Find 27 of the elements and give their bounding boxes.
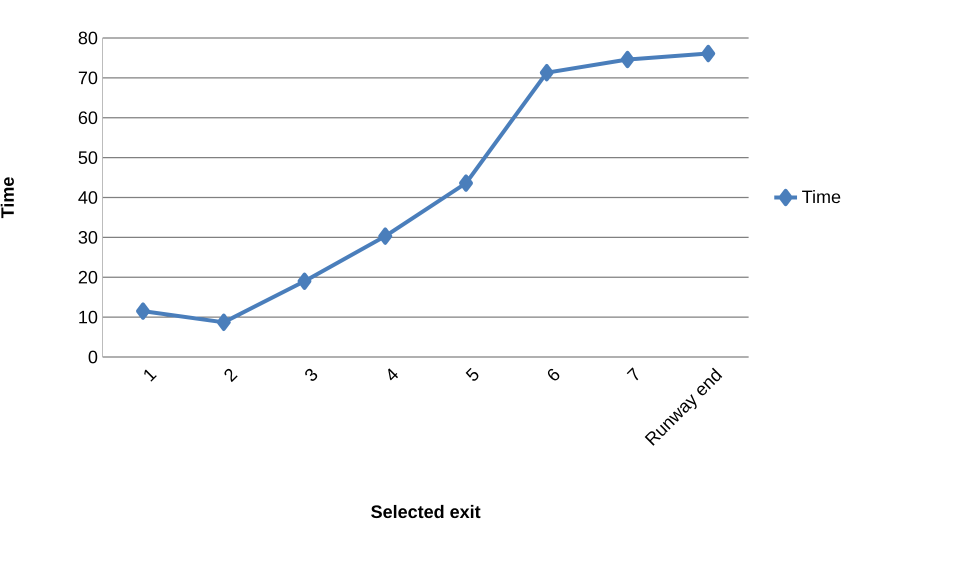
point bbox=[378, 228, 392, 245]
x-tick-label: 4 bbox=[388, 368, 398, 380]
y-tick-label: 30 bbox=[78, 230, 98, 244]
y-tick-label: 10 bbox=[79, 310, 98, 324]
x-tick-label: 3 bbox=[305, 368, 318, 381]
y-tick-label: 50 bbox=[78, 151, 98, 164]
y-tick-label: 80 bbox=[78, 32, 98, 44]
x-tick-label: 6 bbox=[548, 368, 560, 380]
x-tick-label: 1 bbox=[144, 370, 157, 382]
point bbox=[701, 44, 716, 62]
x-tick-label: 5 bbox=[466, 368, 478, 381]
y-tick-label: 70 bbox=[78, 71, 98, 84]
legend-label: Time bbox=[802, 190, 840, 204]
point bbox=[540, 64, 554, 82]
y-tick-label: 0 bbox=[88, 350, 98, 364]
y-tick-label: 40 bbox=[78, 191, 98, 204]
x-tick-label: 7 bbox=[626, 367, 638, 380]
point bbox=[298, 272, 312, 290]
y-axis-title: Time bbox=[0, 177, 14, 218]
point bbox=[620, 50, 634, 68]
point bbox=[459, 174, 474, 192]
y-tick-label: 20 bbox=[78, 270, 98, 284]
point bbox=[136, 302, 150, 320]
point bbox=[216, 314, 231, 331]
x-axis-title: Selected exit bbox=[371, 504, 480, 518]
y-tick-label: 60 bbox=[78, 111, 98, 124]
x-tick-label: 2 bbox=[224, 368, 238, 382]
